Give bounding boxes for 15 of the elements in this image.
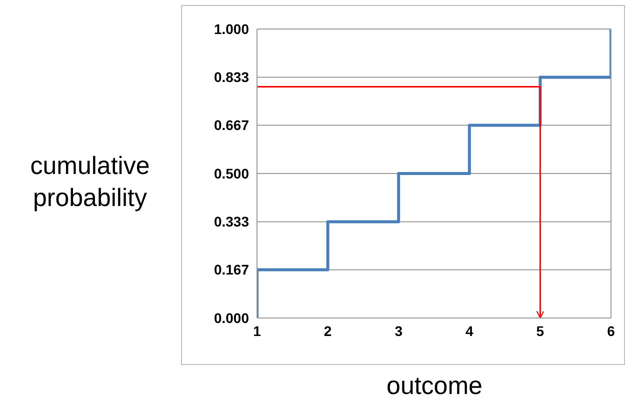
x-tick-label: 4 (466, 322, 474, 339)
x-tick-label: 3 (394, 322, 403, 339)
y-tick-label: 0.333 (214, 214, 250, 230)
y-tick-label: 0.000 (214, 310, 250, 326)
y-tick-label: 0.167 (214, 262, 250, 278)
y-tick-label: 0.667 (214, 117, 250, 134)
x-tick-label: 5 (536, 322, 544, 339)
x-tick-label: 1 (253, 322, 262, 339)
x-axis-title: outcome (386, 372, 484, 401)
y-tick-label: 0.833 (214, 69, 250, 86)
y-tick-label: 1.000 (214, 20, 250, 37)
x-tick-label: 6 (607, 322, 616, 339)
y-axis-title: cumulative probability (29, 151, 151, 214)
x-tick-label: 2 (324, 322, 332, 339)
y-tick-label: 0.500 (214, 165, 250, 182)
